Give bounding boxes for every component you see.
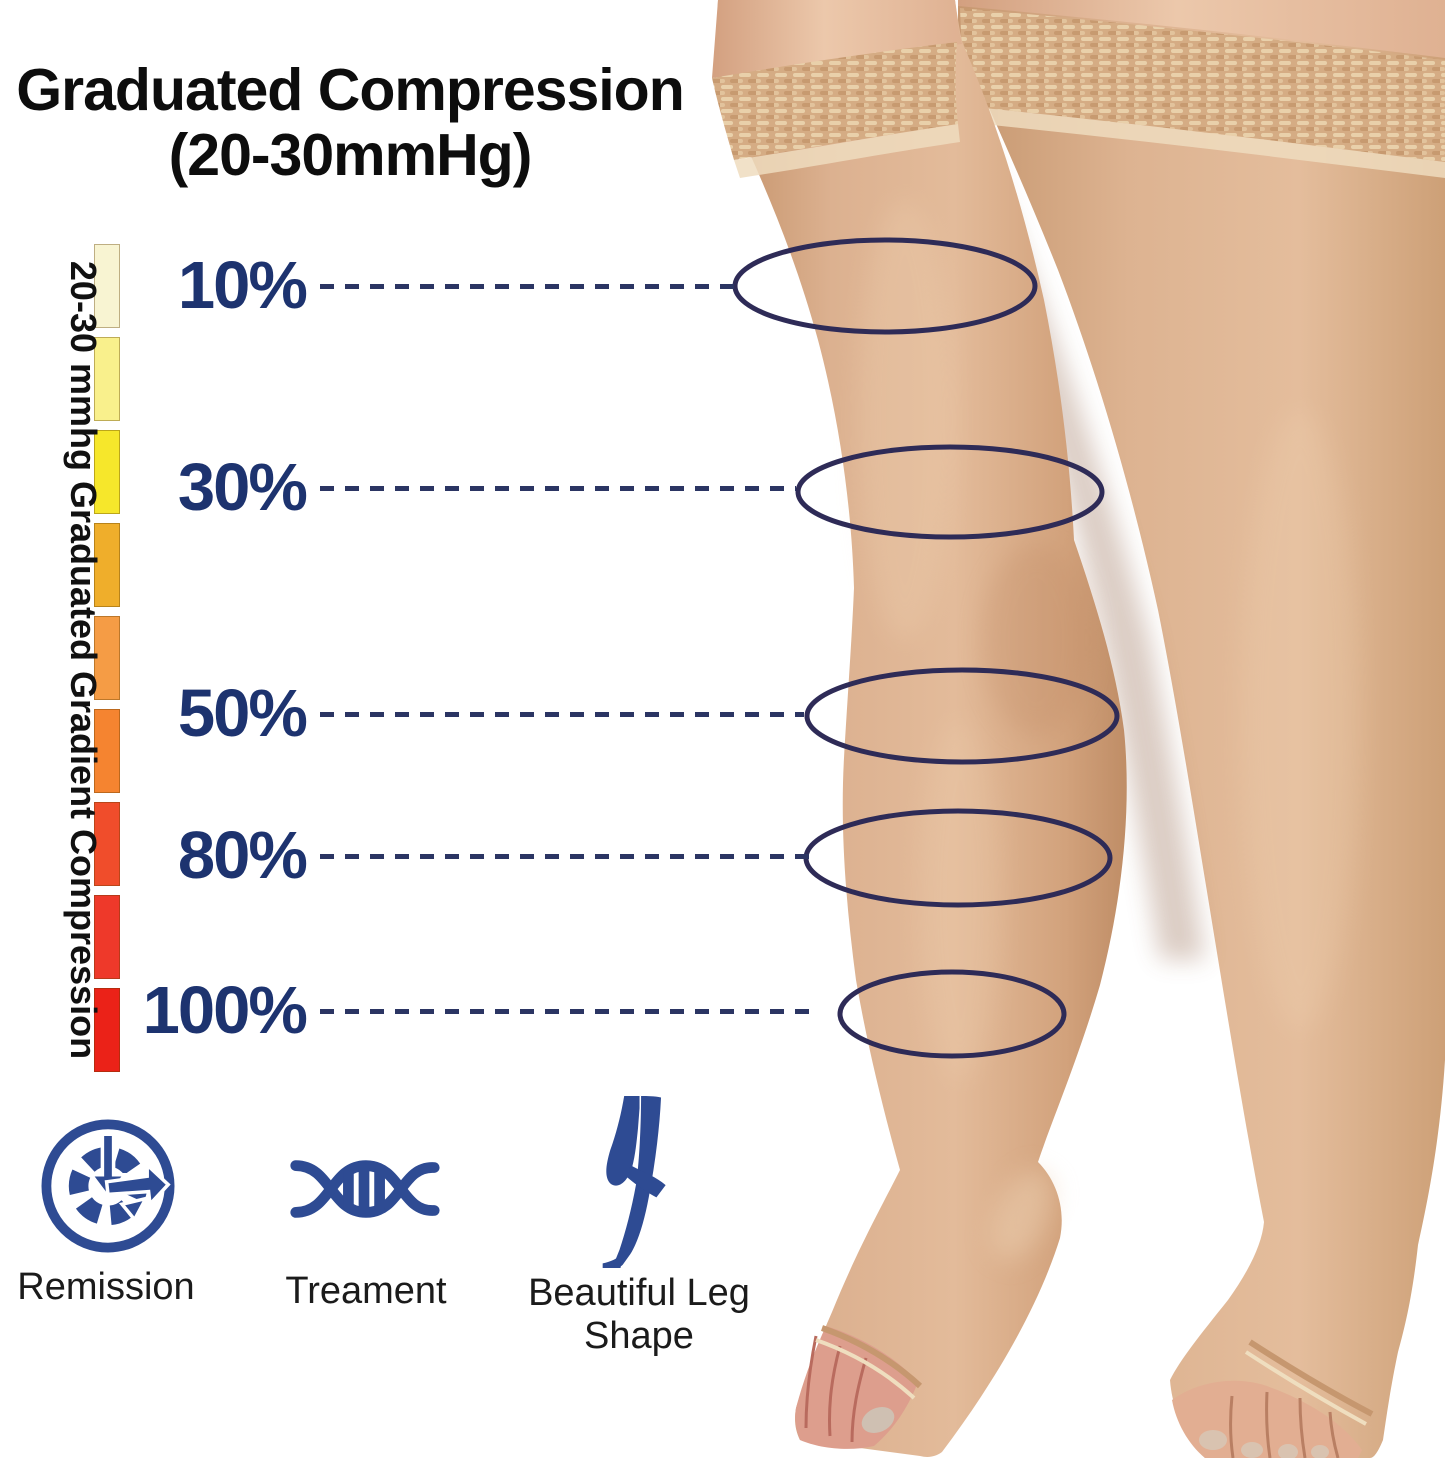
feature-label-treament: Treament [285, 1270, 447, 1312]
front-leg-top-band [712, 42, 958, 160]
level-row-50: 50% [88, 676, 804, 751]
scale-bar-segment [94, 523, 120, 607]
page-title: Graduated Compression (20-30mmHg) [0, 58, 700, 188]
scale-bar-segment [94, 430, 120, 514]
clock-history-icon [41, 1119, 175, 1253]
front-foot-toenail [861, 1407, 895, 1433]
front-foot-stocking-edge-highlight [815, 1338, 916, 1400]
level-label: 50% [177, 676, 308, 751]
leader-dashed-line [320, 711, 804, 717]
scale-bar-segment [94, 616, 120, 700]
level-label: 10% [177, 248, 308, 323]
feature-label-remission: Remission [17, 1266, 195, 1308]
title-line-1: Graduated Compression [16, 57, 684, 123]
back-foot-toenails [1199, 1430, 1329, 1458]
dna-icon [290, 1160, 440, 1218]
back-leg-top-band [960, 8, 1445, 162]
level-label: 80% [177, 818, 308, 893]
front-leg [716, 0, 1127, 1457]
scale-bar-segment [94, 988, 120, 1072]
measurement-ellipse-50 [804, 667, 1120, 765]
back-leg-band-edge [962, 106, 1445, 178]
level-label: 100% [142, 973, 308, 1048]
back-leg-bare-thigh [958, 0, 1445, 58]
front-calf-highlight [918, 720, 1002, 1080]
scale-bar-segment [94, 802, 120, 886]
front-heel-highlight [990, 1170, 1054, 1260]
leader-dashed-line [320, 283, 742, 289]
front-leg-band-edge [734, 124, 960, 178]
leg-silhouette-icon [602, 1096, 666, 1268]
level-label: 30% [177, 450, 308, 525]
leader-dashed-line [320, 485, 796, 491]
compression-scale-bar [94, 244, 120, 1072]
measurement-ellipse-30 [795, 444, 1105, 540]
back-foot-toe-lines [1229, 1391, 1340, 1458]
front-leg-bare-thigh [712, 0, 962, 78]
title-line-2: (20-30mmHg) [168, 121, 533, 188]
scale-bar-segment [94, 244, 120, 328]
scale-bar-segment [94, 337, 120, 421]
feature-label-beautiful-leg-shape: Beautiful Leg Shape [528, 1272, 750, 1357]
level-row-100: 100% [88, 973, 814, 1048]
level-row-80: 80% [88, 818, 810, 893]
back-foot-stocking-edge [1248, 1339, 1374, 1417]
scale-bar-label: 20-30 mmhg Graduated Gradient Compressio… [63, 260, 104, 1060]
measurement-ellipse-100 [837, 969, 1067, 1059]
leader-dashed-line [320, 1008, 814, 1014]
leader-dashed-line [320, 853, 810, 859]
front-foot-stocking-edge [821, 1325, 923, 1389]
front-knee-shading [981, 545, 1091, 735]
back-leg [958, 0, 1445, 1458]
front-foot-toe-lines [804, 1335, 868, 1443]
front-leg-highlight [857, 200, 953, 640]
back-foot-stocking-edge-highlight [1244, 1350, 1367, 1426]
scale-bar-segment [94, 709, 120, 793]
level-row-30: 30% [88, 450, 796, 525]
back-leg-shadow [950, 110, 1205, 960]
scale-bar-segment [94, 895, 120, 979]
back-leg-highlight [1240, 410, 1360, 1030]
level-row-10: 10% [88, 248, 742, 323]
